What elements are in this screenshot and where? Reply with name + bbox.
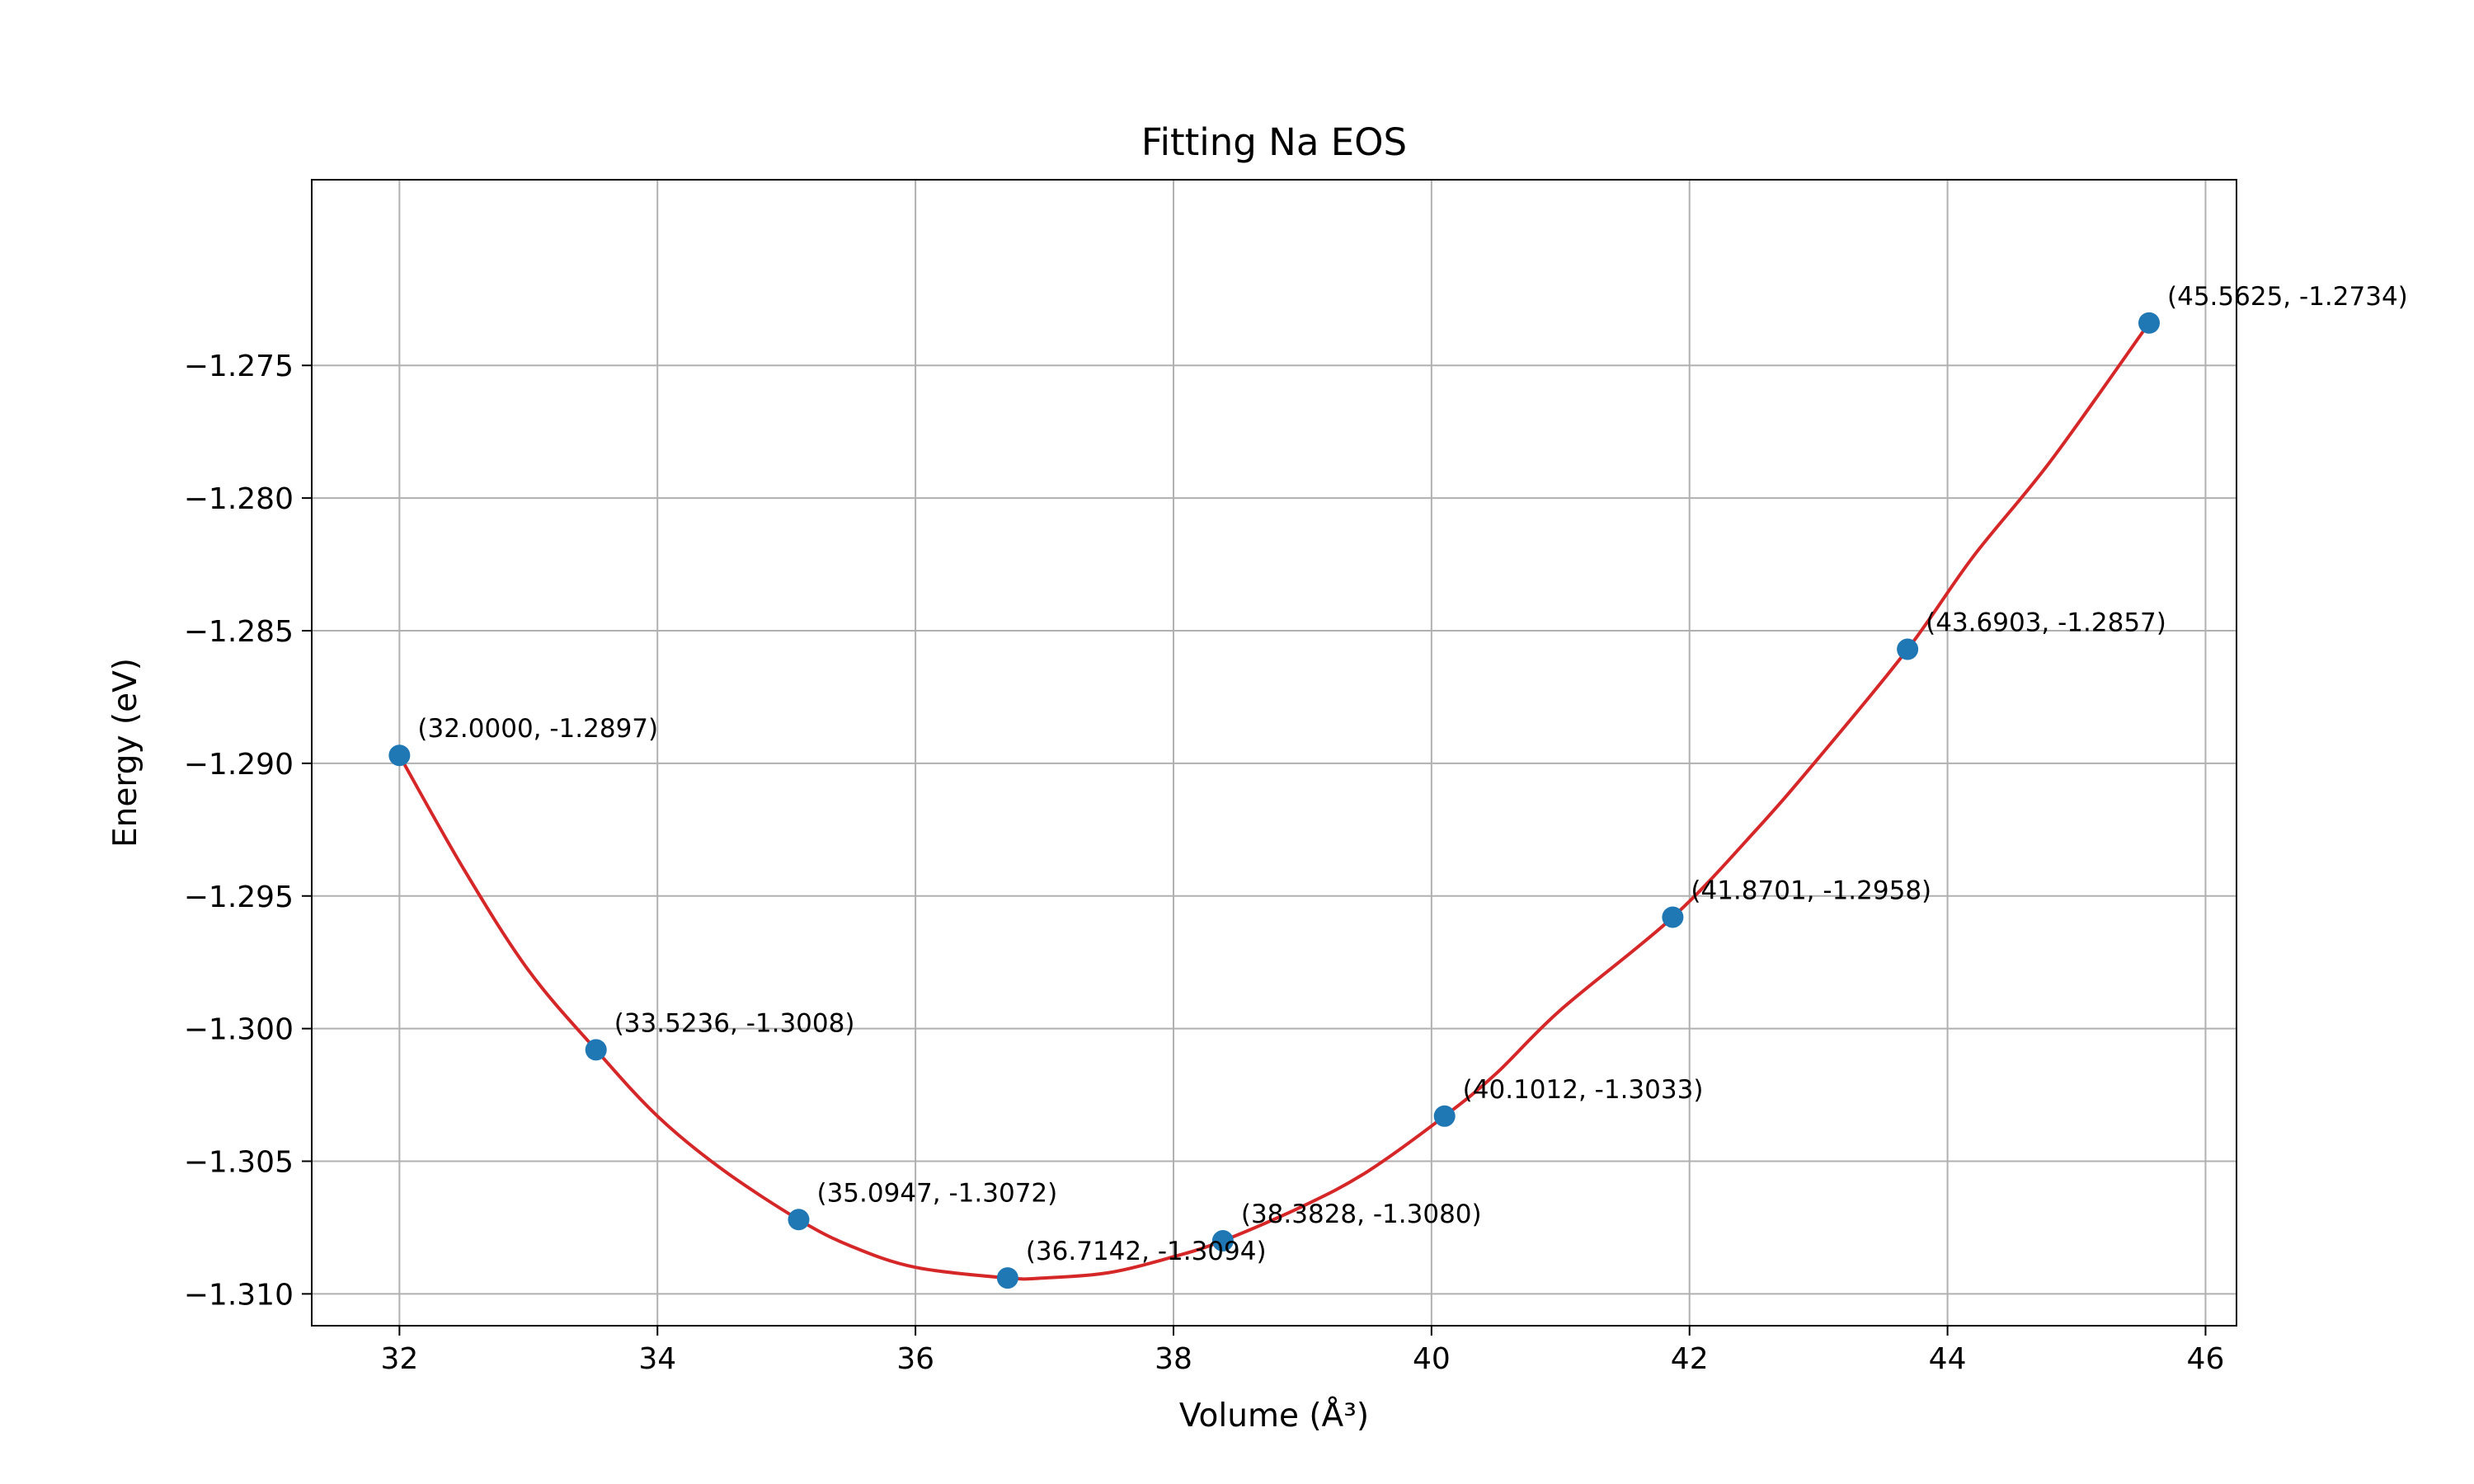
data-point: [788, 1209, 810, 1231]
x-axis-label: Volume (Å³): [1179, 1396, 1369, 1435]
data-points-layer: [388, 312, 2161, 1289]
data-point: [1662, 906, 1684, 928]
data-point: [1211, 1230, 1234, 1252]
y-tick-label: −1.310: [184, 1278, 294, 1312]
y-tick-label: −1.290: [184, 748, 294, 782]
x-tick-label: 40: [1413, 1342, 1451, 1376]
y-axis-label: Energy (eV): [107, 658, 144, 848]
x-axis-ticks: 32 34 36 38 40 42 44 46: [380, 1326, 2224, 1376]
data-point-label: (36.7142, -1.3094): [1026, 1237, 1267, 1266]
data-point: [585, 1039, 607, 1061]
y-tick-label: −1.295: [184, 881, 294, 914]
data-labels-layer: (32.0000, -1.2897) (33.5236, -1.3008) (35.…: [417, 282, 2407, 1266]
data-point: [1433, 1105, 1456, 1127]
fit-curve: [397, 322, 2151, 1281]
y-tick-label: −1.280: [184, 482, 294, 516]
y-tick-label: −1.305: [184, 1146, 294, 1180]
x-tick-label: 44: [1929, 1342, 1967, 1376]
x-tick-label: 36: [896, 1342, 934, 1376]
data-point: [2138, 312, 2161, 334]
fit-curve-layer: [397, 322, 2151, 1281]
y-tick-label: −1.285: [184, 615, 294, 649]
x-tick-label: 34: [638, 1342, 676, 1376]
x-tick-label: 46: [2187, 1342, 2225, 1376]
data-point: [388, 744, 411, 767]
y-tick-label: −1.275: [184, 350, 294, 383]
chart-title: Fitting Na EOS: [1141, 120, 1407, 164]
x-tick-label: 38: [1155, 1342, 1192, 1376]
data-point: [996, 1267, 1018, 1289]
data-point-label: (33.5236, -1.3008): [614, 1008, 855, 1038]
data-point-label: (35.0947, -1.3072): [816, 1178, 1057, 1208]
axes-frame: [311, 179, 2237, 1327]
data-point-label: (45.5625, -1.2734): [2167, 282, 2408, 312]
data-point-label: (43.6903, -1.2857): [1926, 608, 2166, 638]
data-point-label: (38.3828, -1.3080): [1241, 1200, 1482, 1229]
y-tick-label: −1.300: [184, 1013, 294, 1047]
data-point: [1897, 638, 1919, 660]
grid-lines: [312, 180, 2236, 1326]
data-point-label: (32.0000, -1.2897): [417, 714, 658, 744]
y-axis-ticks: −1.310 −1.305 −1.300 −1.295 −1.290 −1.285 −1.2…: [184, 350, 312, 1312]
data-point-label: (41.8701, -1.2958): [1691, 876, 1931, 905]
data-point-label: (40.1012, -1.3033): [1463, 1075, 1704, 1105]
x-tick-label: 32: [380, 1342, 418, 1376]
x-tick-label: 42: [1671, 1342, 1709, 1376]
